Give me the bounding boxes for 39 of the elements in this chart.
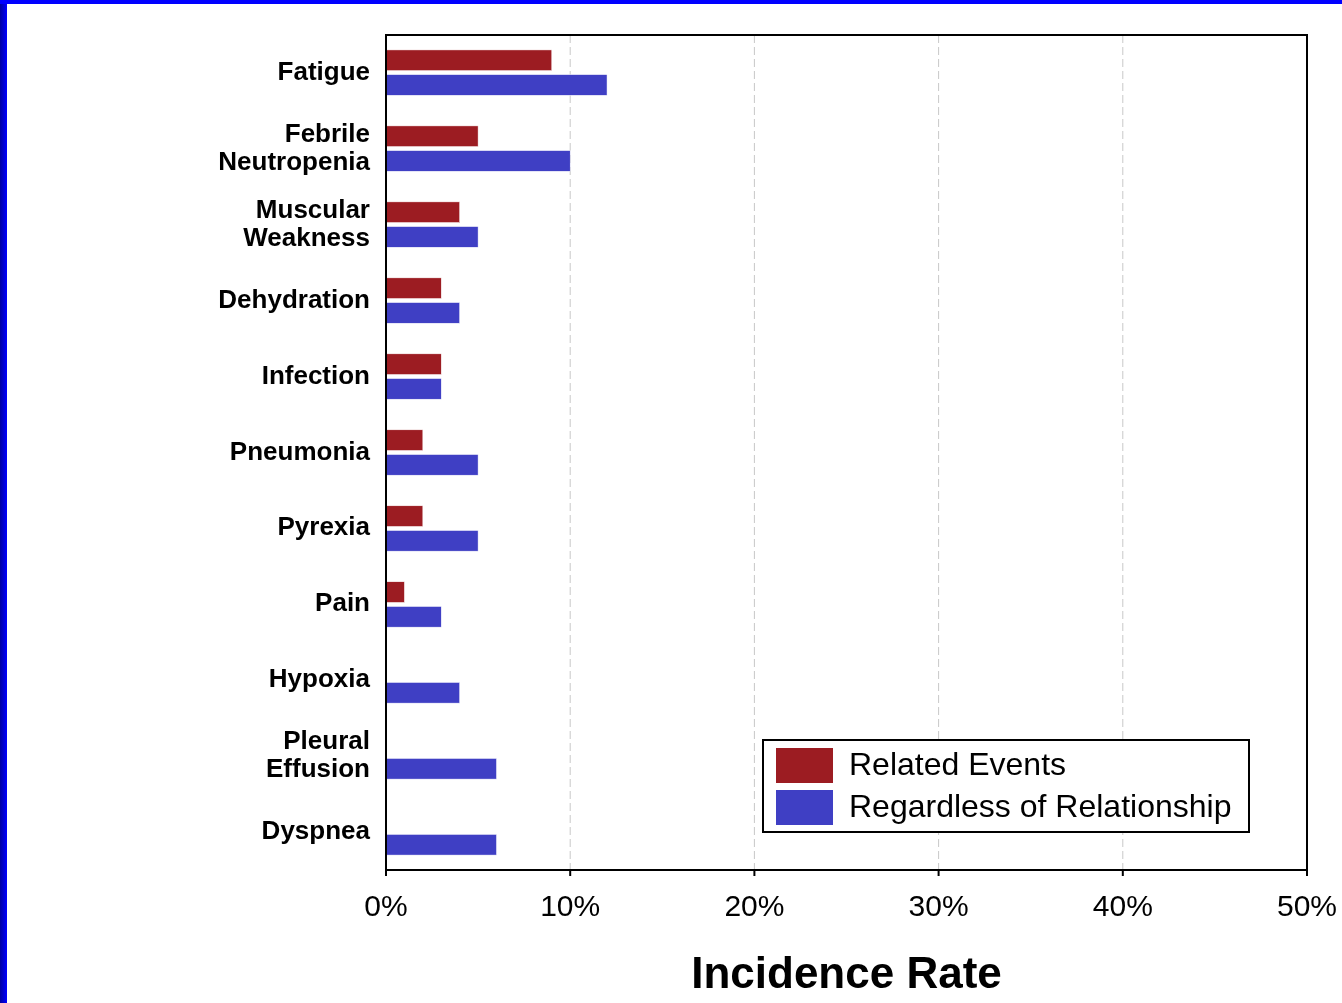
x-tick-label: 20% <box>724 889 785 922</box>
y-tick-label: Dehydration <box>218 283 370 314</box>
legend-label: Regardless of Relationship <box>849 788 1232 825</box>
bar <box>385 505 424 527</box>
y-tick-label: Pain <box>315 587 370 618</box>
bar <box>385 758 497 780</box>
bar <box>385 834 497 856</box>
y-tick-label: Pyrexia <box>277 511 371 542</box>
bar <box>385 429 424 451</box>
y-tick-label: Fatigue <box>277 55 370 86</box>
bar <box>385 378 442 400</box>
y-tick-label: Pneumonia <box>229 435 371 466</box>
bar <box>385 682 460 704</box>
bar <box>385 74 608 96</box>
x-tick-label: 40% <box>1092 889 1153 922</box>
x-tick-label: 0% <box>364 889 408 922</box>
bar <box>385 49 553 71</box>
bar <box>385 302 460 324</box>
bar <box>385 454 479 476</box>
bar <box>385 581 405 603</box>
bar <box>385 277 442 299</box>
bar <box>385 201 460 223</box>
x-tick-label: 10% <box>540 889 601 922</box>
bar <box>385 150 571 172</box>
bar <box>385 606 442 628</box>
bar <box>385 226 479 248</box>
bar <box>385 353 442 375</box>
y-tick-label: Pleural Effusion <box>266 725 370 784</box>
x-axis-title: Incidence Rate <box>691 948 1002 997</box>
y-tick-label: Infection <box>261 359 370 390</box>
x-tick-label: 30% <box>908 889 969 922</box>
bar <box>385 125 479 147</box>
y-tick-label: Muscular Weakness <box>243 193 370 252</box>
y-tick-label: Febrile Neutropenia <box>218 117 371 176</box>
y-tick-label: Hypoxia <box>268 663 371 694</box>
legend-label: Related Events <box>849 746 1067 783</box>
bar <box>385 530 479 552</box>
x-tick-label: 50% <box>1276 889 1338 922</box>
y-tick-label: Dyspnea <box>261 815 371 846</box>
